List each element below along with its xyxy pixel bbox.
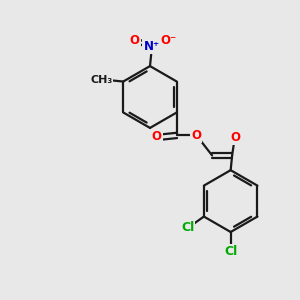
Text: O: O xyxy=(231,131,241,144)
Text: O: O xyxy=(130,34,140,47)
Text: O⁻: O⁻ xyxy=(160,34,176,47)
Text: Cl: Cl xyxy=(181,221,194,234)
Text: O: O xyxy=(191,129,201,142)
Text: N⁺: N⁺ xyxy=(143,40,160,53)
Text: CH₃: CH₃ xyxy=(90,75,112,85)
Text: O: O xyxy=(152,130,162,143)
Text: Cl: Cl xyxy=(224,244,237,258)
